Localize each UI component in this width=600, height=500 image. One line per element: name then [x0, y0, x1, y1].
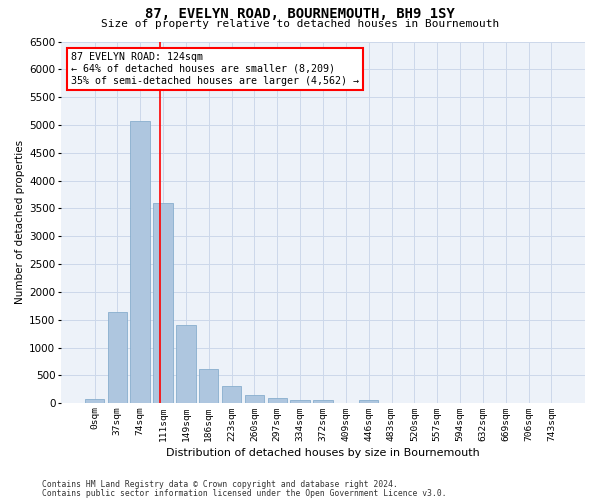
Bar: [222, 386, 241, 404]
Text: 87, EVELYN ROAD, BOURNEMOUTH, BH9 1SY: 87, EVELYN ROAD, BOURNEMOUTH, BH9 1SY: [145, 8, 455, 22]
Y-axis label: Number of detached properties: Number of detached properties: [15, 140, 25, 304]
Bar: [85, 400, 104, 404]
Bar: [268, 398, 287, 404]
Text: Size of property relative to detached houses in Bournemouth: Size of property relative to detached ho…: [101, 19, 499, 29]
Text: Contains public sector information licensed under the Open Government Licence v3: Contains public sector information licen…: [42, 488, 446, 498]
Bar: [313, 400, 332, 404]
Text: Contains HM Land Registry data © Crown copyright and database right 2024.: Contains HM Land Registry data © Crown c…: [42, 480, 398, 489]
Bar: [176, 326, 196, 404]
Bar: [359, 400, 379, 404]
Text: 87 EVELYN ROAD: 124sqm
← 64% of detached houses are smaller (8,209)
35% of semi-: 87 EVELYN ROAD: 124sqm ← 64% of detached…: [71, 52, 359, 86]
Bar: [245, 394, 264, 404]
X-axis label: Distribution of detached houses by size in Bournemouth: Distribution of detached houses by size …: [166, 448, 480, 458]
Bar: [199, 369, 218, 404]
Bar: [130, 120, 150, 404]
Bar: [154, 204, 173, 404]
Bar: [107, 312, 127, 404]
Bar: [290, 400, 310, 404]
